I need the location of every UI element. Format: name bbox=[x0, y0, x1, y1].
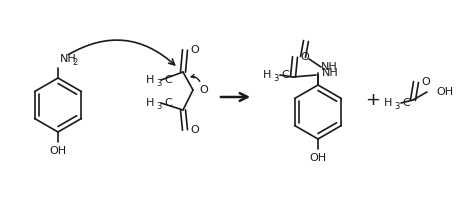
Text: O: O bbox=[190, 125, 199, 135]
Text: OH: OH bbox=[49, 146, 66, 156]
Text: C: C bbox=[281, 70, 289, 80]
Text: 3: 3 bbox=[156, 78, 162, 87]
Text: OH: OH bbox=[310, 153, 327, 163]
Text: H: H bbox=[146, 98, 154, 108]
Text: NH: NH bbox=[322, 68, 339, 78]
Text: 3: 3 bbox=[394, 101, 400, 111]
Text: 3: 3 bbox=[273, 73, 279, 83]
Text: H: H bbox=[383, 98, 392, 108]
Text: NH: NH bbox=[60, 54, 77, 64]
Text: O: O bbox=[190, 45, 199, 55]
Text: H: H bbox=[263, 70, 271, 80]
Text: +: + bbox=[365, 91, 381, 109]
Text: C: C bbox=[164, 75, 172, 85]
Text: OH: OH bbox=[436, 87, 453, 97]
Text: O: O bbox=[300, 52, 309, 62]
FancyArrowPatch shape bbox=[68, 40, 174, 65]
FancyArrowPatch shape bbox=[191, 74, 200, 82]
Text: O: O bbox=[421, 77, 430, 87]
Text: O: O bbox=[199, 85, 208, 95]
Text: C: C bbox=[402, 98, 410, 108]
Text: 2: 2 bbox=[72, 58, 77, 67]
Text: H: H bbox=[146, 75, 154, 85]
Text: NH: NH bbox=[321, 62, 338, 72]
Text: C: C bbox=[164, 98, 172, 108]
Text: 3: 3 bbox=[156, 101, 162, 111]
